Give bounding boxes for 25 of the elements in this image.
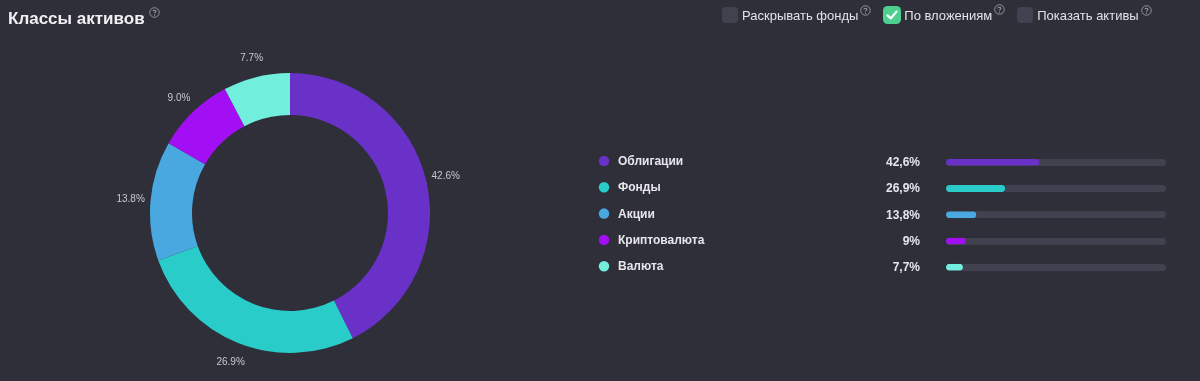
data-label: 42,6% (885, 155, 921, 170)
donut-slice (158, 246, 353, 353)
legend-label: Облигации (618, 154, 684, 168)
text: По вложениям (904, 7, 993, 23)
text: Раскрывать фонды (742, 7, 859, 23)
legend-label: Фонды (618, 180, 661, 195)
legend-label: Акции (618, 206, 655, 221)
donut-slice (290, 73, 430, 339)
bar (946, 184, 1006, 192)
data-label: 9.0% (167, 91, 191, 103)
legend-label: Валюта (618, 259, 664, 274)
donut-slice (224, 73, 290, 127)
data-label: 26.9% (216, 355, 245, 367)
data-label: 7.7% (240, 51, 264, 63)
data-label: 13,8% (885, 207, 921, 222)
donut-slice (150, 143, 206, 261)
data-label: 13.8% (116, 192, 145, 204)
data-label: 7,7% (892, 260, 921, 275)
data-label: 26,9% (885, 181, 921, 196)
text: Показать активы (1037, 7, 1139, 23)
data-label: 42.6% (431, 170, 460, 182)
donut-slice (168, 89, 245, 165)
data-label: 9% (902, 234, 921, 249)
chart-title: Классы активов (8, 9, 145, 29)
legend-label: Криптовалюта (618, 232, 705, 247)
